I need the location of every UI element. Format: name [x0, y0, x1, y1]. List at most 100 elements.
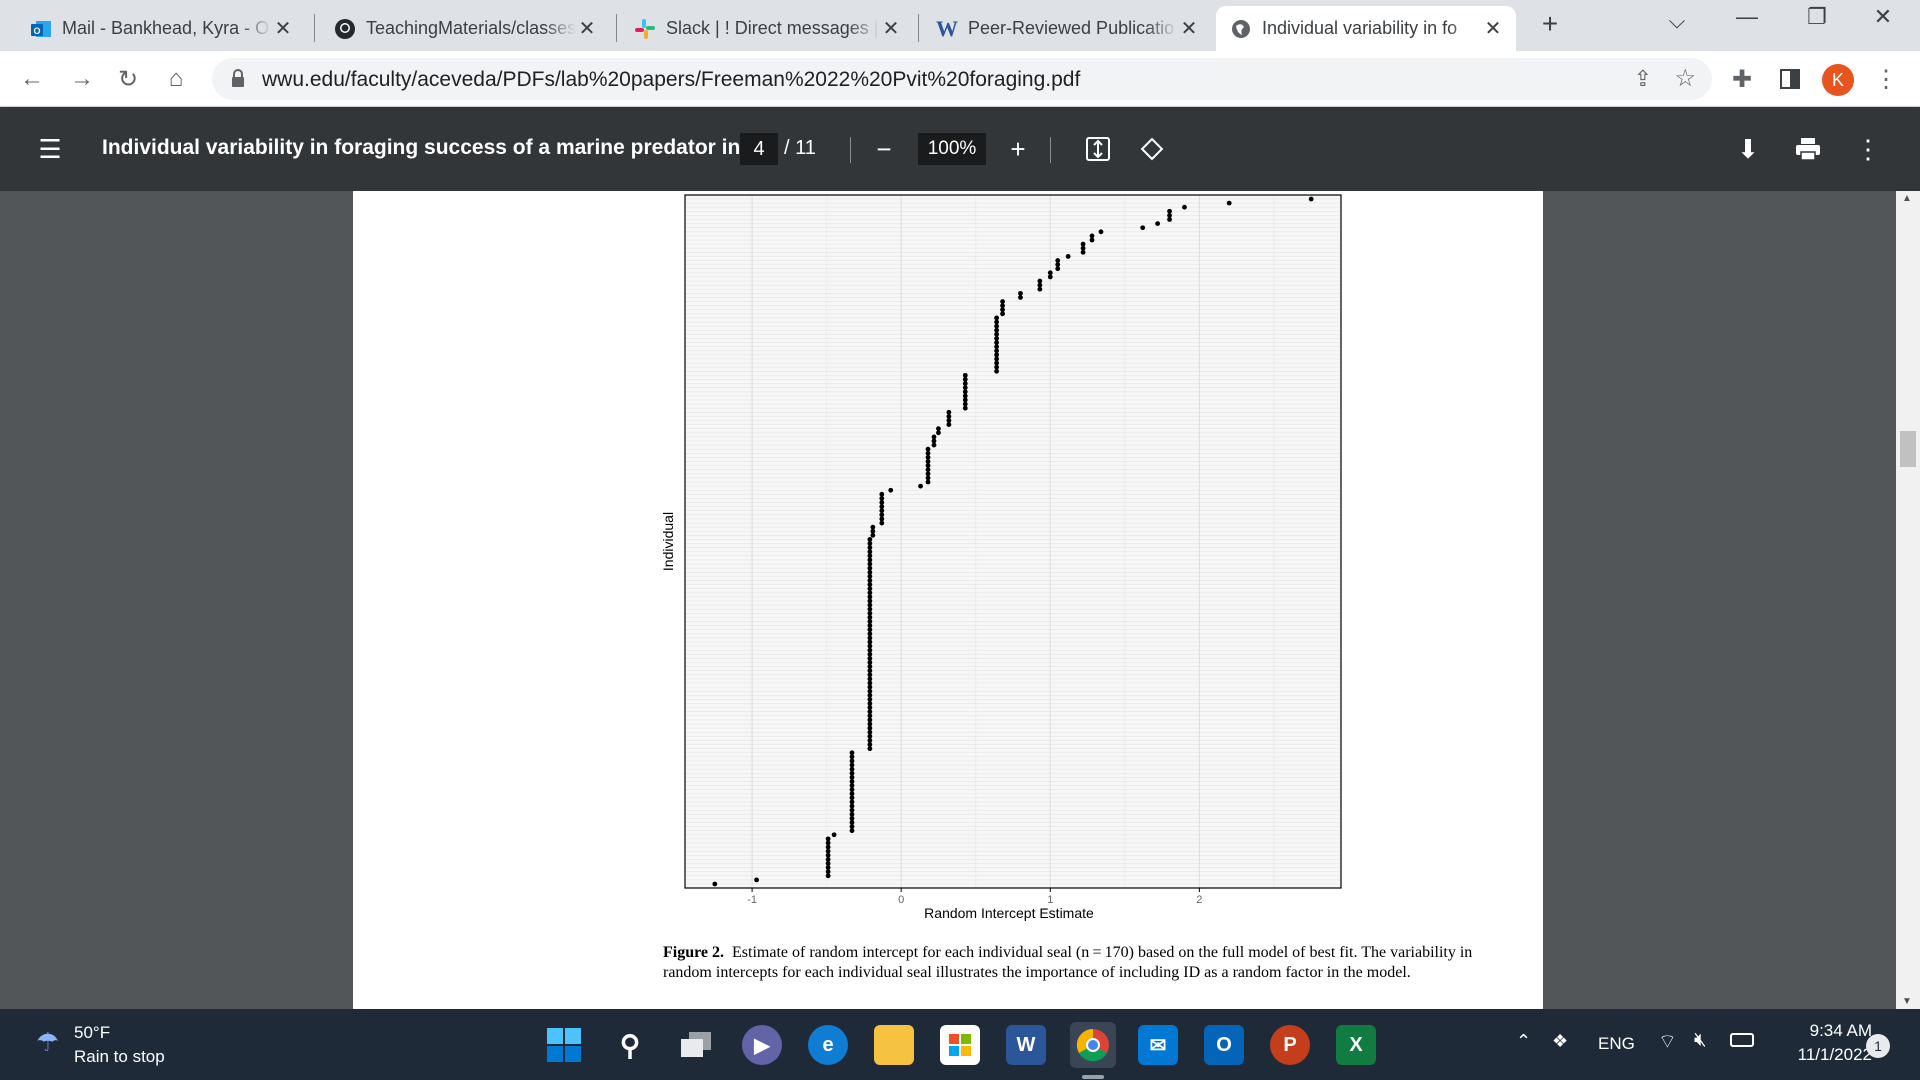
print-icon[interactable] [1790, 131, 1826, 167]
scroll-up-arrow-icon[interactable]: ▲ [1902, 193, 1912, 204]
address-bar[interactable]: wwu.edu/faculty/aceveda/PDFs/lab%20paper… [212, 58, 1712, 100]
data-point [849, 758, 855, 764]
clock-time[interactable]: 9:34 AM [1809, 1021, 1872, 1040]
back-button[interactable]: ← [20, 65, 44, 92]
forward-button[interactable]: → [70, 65, 94, 92]
data-point [1065, 254, 1071, 259]
close-icon[interactable]: ✕ [1484, 18, 1502, 40]
windows-taskbar: ☂ 50°F Rain to stop ⚲ ▶ e W ✉ O P X ⌃ ❖ … [0, 1009, 1920, 1080]
side-panel-icon[interactable] [1774, 63, 1806, 95]
close-icon[interactable]: ✕ [1180, 18, 1198, 40]
close-icon[interactable]: ✕ [274, 18, 292, 40]
data-point [849, 824, 855, 829]
restore-button[interactable]: ❐ [1807, 4, 1827, 29]
data-point [1226, 200, 1232, 206]
page-number-input[interactable]: 4 [740, 133, 778, 165]
volume-muted-icon[interactable]: 🔇︎ [1694, 1029, 1707, 1051]
tab-individual-variability[interactable]: Individual variability in fo ✕ [1216, 6, 1516, 51]
windows-start-icon[interactable] [544, 1025, 584, 1065]
data-point [1167, 217, 1172, 222]
data-point [879, 504, 885, 510]
new-tab-button[interactable]: + [1541, 8, 1559, 39]
data-point [867, 623, 873, 628]
share-icon[interactable]: ⇪ [1633, 66, 1652, 91]
task-view-icon[interactable] [676, 1025, 716, 1065]
data-point [849, 766, 855, 772]
scroll-down-arrow-icon[interactable]: ▼ [1902, 996, 1912, 1007]
data-point [867, 602, 873, 608]
excel-app-icon[interactable]: X [1336, 1025, 1376, 1065]
data-point [867, 569, 873, 575]
home-button[interactable]: ⌂ [168, 65, 184, 92]
powerpoint-app-icon[interactable]: P [1270, 1025, 1310, 1065]
tab-github[interactable]: TeachingMaterials/classes ✕ [320, 6, 610, 51]
wifi-icon[interactable]: ⌔ [1658, 1031, 1677, 1053]
data-point [754, 877, 759, 883]
tab-mail[interactable]: O Mail - Bankhead, Kyra - O ✕ [16, 6, 306, 51]
rotate-icon[interactable] [1134, 131, 1170, 167]
language-indicator[interactable]: ENG [1598, 1034, 1635, 1053]
word-app-icon[interactable]: W [1006, 1025, 1046, 1065]
bookmark-star-icon[interactable]: ☆ [1674, 65, 1696, 92]
data-point [867, 664, 873, 670]
tab-separator [918, 14, 919, 42]
profile-avatar[interactable]: K [1822, 64, 1854, 96]
close-window-button[interactable]: ✕ [1873, 4, 1893, 29]
vertical-scrollbar[interactable]: ▲ ▼ [1896, 191, 1920, 1009]
minimize-button[interactable]: — [1736, 4, 1758, 29]
hamburger-menu-icon[interactable]: ☰ [38, 133, 62, 164]
data-point [994, 336, 999, 341]
tab-search-chevron-icon[interactable]: ⌵ [1668, 8, 1686, 33]
data-point [1098, 229, 1104, 235]
data-point [1140, 225, 1146, 231]
mail-app-icon[interactable]: ✉ [1138, 1025, 1178, 1065]
url-text: wwu.edu/faculty/aceveda/PDFs/lab%20paper… [262, 68, 1081, 91]
more-options-icon[interactable]: ⋮ [1855, 133, 1881, 164]
battery-icon[interactable] [1730, 1033, 1754, 1047]
data-point [867, 619, 873, 624]
show-hidden-icons-chevron-icon[interactable]: ⌃ [1516, 1031, 1532, 1051]
data-point [879, 491, 885, 497]
tab-title: TeachingMaterials/classes [366, 18, 576, 38]
teams-chat-icon[interactable]: ▶ [742, 1025, 782, 1065]
zoom-in-icon[interactable]: + [1010, 133, 1026, 164]
lock-icon[interactable] [230, 69, 246, 94]
data-point [867, 721, 873, 727]
page-total: / 11 [784, 137, 816, 159]
data-point [1000, 299, 1005, 304]
data-point [962, 405, 968, 411]
y-axis-label: Individual [660, 512, 676, 571]
tab-peer-reviewed[interactable]: W Peer-Reviewed Publicatio ✕ [922, 6, 1212, 51]
data-point [849, 795, 855, 801]
edge-browser-icon[interactable]: e [808, 1025, 848, 1065]
globe-icon [1230, 18, 1252, 40]
scrollbar-thumb[interactable] [1900, 431, 1916, 467]
data-point [825, 840, 831, 846]
zoom-out-icon[interactable]: − [876, 133, 892, 164]
notification-badge[interactable]: 1 [1866, 1034, 1890, 1058]
reload-button[interactable]: ↻ [117, 65, 139, 93]
outlook-app-icon[interactable]: O [1204, 1025, 1244, 1065]
clock-date[interactable]: 11/1/2022 [1797, 1045, 1872, 1064]
menu-kebab-icon[interactable]: ⋮ [1874, 65, 1898, 93]
extensions-puzzle-icon[interactable]: ✚ [1731, 65, 1753, 93]
pdf-viewer-area[interactable]: -1 0 1 2 Random Intercept Estimate Individu… [0, 191, 1920, 1009]
tab-slack[interactable]: Slack | ! Direct messages | ✕ [620, 6, 914, 51]
close-icon[interactable]: ✕ [578, 18, 596, 40]
close-icon[interactable]: ✕ [882, 18, 900, 40]
data-point [962, 397, 968, 403]
data-point [849, 828, 855, 834]
data-point [925, 455, 931, 460]
download-icon[interactable]: ⬇ [1737, 133, 1759, 164]
weather-widget[interactable]: ☂ 50°F Rain to stop [36, 1021, 196, 1071]
chrome-browser-icon[interactable] [1070, 1022, 1116, 1068]
microsoft-store-icon[interactable] [940, 1025, 980, 1065]
fit-to-page-icon[interactable] [1080, 131, 1116, 167]
data-point [925, 446, 931, 452]
data-point [962, 389, 968, 395]
search-icon[interactable]: ⚲ [619, 1029, 641, 1061]
zoom-input[interactable]: 100% [918, 133, 986, 165]
dropbox-icon[interactable]: ❖ [1552, 1031, 1569, 1051]
data-point [867, 582, 873, 587]
file-explorer-icon[interactable] [874, 1025, 914, 1065]
